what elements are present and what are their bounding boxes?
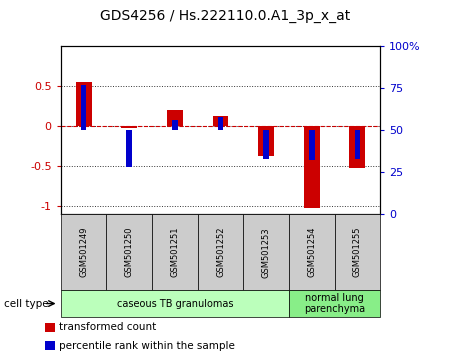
Bar bbox=[355, 130, 360, 159]
Text: normal lung
parenchyma: normal lung parenchyma bbox=[304, 293, 365, 314]
Text: GSM501255: GSM501255 bbox=[353, 227, 362, 278]
Bar bbox=[258, 126, 274, 156]
Text: GDS4256 / Hs.222110.0.A1_3p_x_at: GDS4256 / Hs.222110.0.A1_3p_x_at bbox=[100, 9, 350, 23]
Bar bbox=[172, 120, 178, 130]
Text: GSM501249: GSM501249 bbox=[79, 227, 88, 278]
Bar bbox=[212, 116, 229, 126]
Text: GSM501253: GSM501253 bbox=[261, 227, 270, 278]
Text: GSM501252: GSM501252 bbox=[216, 227, 225, 278]
Text: transformed count: transformed count bbox=[59, 322, 157, 332]
Text: GSM501251: GSM501251 bbox=[171, 227, 180, 278]
Text: GSM501254: GSM501254 bbox=[307, 227, 316, 278]
Bar bbox=[309, 130, 315, 160]
Text: caseous TB granulomas: caseous TB granulomas bbox=[117, 298, 233, 309]
Bar bbox=[304, 126, 320, 208]
Bar bbox=[167, 110, 183, 126]
Bar bbox=[81, 85, 86, 130]
Text: GSM501250: GSM501250 bbox=[125, 227, 134, 278]
Bar bbox=[263, 130, 269, 159]
Text: cell type: cell type bbox=[4, 298, 49, 309]
Bar bbox=[350, 126, 365, 168]
Bar bbox=[126, 130, 132, 167]
Bar bbox=[121, 126, 137, 128]
Bar bbox=[218, 116, 223, 130]
Text: percentile rank within the sample: percentile rank within the sample bbox=[59, 341, 235, 351]
Bar bbox=[76, 82, 91, 126]
